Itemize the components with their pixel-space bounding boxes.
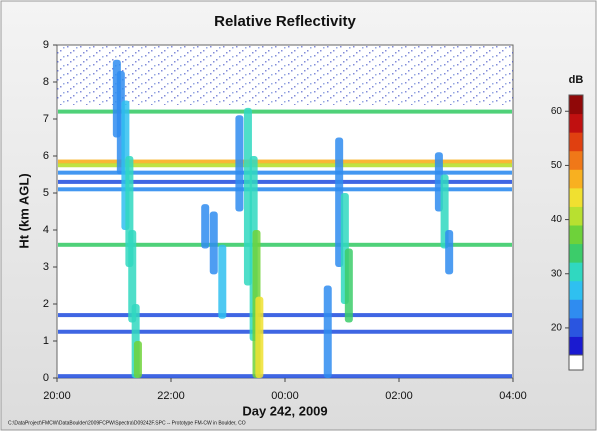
echo-streak: [201, 204, 210, 249]
colorbar-swatch: [569, 336, 583, 356]
echo-streak: [235, 115, 244, 212]
y-axis-label: Ht (km AGL): [16, 173, 31, 248]
colorbar-swatch: [569, 299, 583, 319]
colorbar-swatch: [569, 169, 583, 189]
colorbar-swatch: [569, 243, 583, 263]
colorbar-tick-label: 50: [551, 160, 563, 171]
colorbar-swatch: [569, 132, 583, 152]
layer: [58, 242, 512, 247]
colorbar-tick-label: 20: [551, 323, 563, 334]
echo-streak: [255, 296, 264, 378]
x-tick-label: 22:00: [157, 390, 185, 402]
layer: [58, 374, 512, 379]
y-tick-label: 5: [43, 187, 49, 199]
x-axis-label: Day 242, 2009: [242, 403, 327, 418]
y-tick-label: 2: [43, 298, 49, 310]
y-tick-label: 9: [43, 39, 49, 51]
y-tick-label: 0: [43, 372, 49, 384]
x-tick-label: 00:00: [271, 390, 299, 402]
echo-streak: [323, 285, 332, 378]
y-tick-label: 7: [43, 113, 49, 125]
colorbar-swatch: [569, 317, 583, 337]
layer: [58, 179, 512, 184]
y-tick-label: 1: [43, 335, 49, 347]
colorbar-swatch: [569, 206, 583, 226]
noise-texture: [57, 45, 513, 105]
echo-streak: [344, 248, 353, 323]
layer: [58, 163, 512, 168]
y-tick-label: 6: [43, 150, 49, 162]
x-tick-label: 02:00: [385, 390, 413, 402]
colorbar-swatch: [569, 95, 583, 115]
y-tick-label: 8: [43, 76, 49, 88]
echo-streak: [218, 244, 227, 319]
colorbar-swatch: [569, 150, 583, 170]
y-tick-label: 3: [43, 261, 49, 273]
echo-streak: [209, 211, 218, 275]
layer: [58, 187, 512, 192]
layer: [58, 109, 512, 114]
colorbar-swatch: [569, 113, 583, 133]
echo-streak: [440, 174, 449, 249]
footer: C:\DataProject\FMCW\DataBoulder\2009FCPW…: [8, 420, 246, 426]
layer: [58, 170, 512, 175]
x-tick-label: 04:00: [499, 390, 527, 402]
chart-title: Relative Reflectivity: [214, 13, 356, 30]
echo-streak: [128, 230, 137, 323]
colorbar-swatch: [569, 187, 583, 207]
layer: [58, 313, 512, 318]
echo-streak: [133, 341, 142, 378]
colorbar-tick-label: 30: [551, 268, 563, 279]
colorbar-swatch: [569, 225, 583, 245]
colorbar-swatch: [569, 280, 583, 300]
echo-streak: [445, 230, 454, 275]
x-tick-label: 20:00: [43, 390, 71, 402]
colorbar-frame: [568, 94, 584, 356]
colorbar-under: [568, 354, 584, 371]
colorbar-tick-label: 60: [551, 106, 563, 117]
colorbar-swatch: [569, 262, 583, 282]
layer: [58, 159, 512, 164]
y-tick-label: 4: [43, 224, 49, 236]
colorbar-label: dB: [569, 74, 584, 86]
layer: [58, 329, 512, 334]
colorbar-tick-label: 40: [551, 214, 563, 225]
